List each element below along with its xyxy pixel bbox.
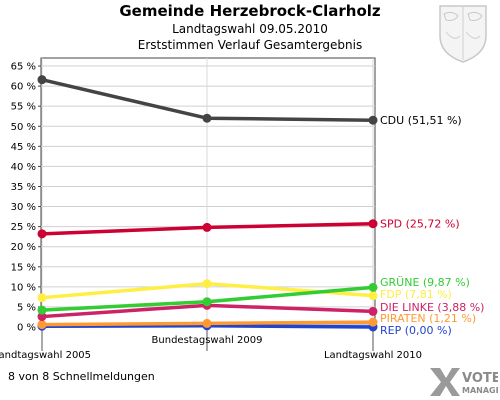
data-point (37, 229, 47, 239)
logo-main-text: VOTE (462, 371, 498, 386)
data-point (368, 115, 378, 125)
data-point (368, 306, 378, 316)
y-tick-label: 35 % (11, 182, 36, 193)
data-point (37, 312, 47, 322)
x-category-label: Landtagswahl 2010 (324, 350, 422, 361)
series-end-label: PIRATEN (1,21 %) (380, 312, 476, 325)
series-end-label: GRÜNE (9,87 %) (380, 276, 470, 289)
data-point (202, 222, 212, 232)
chart-subtitle-secondary: Erststimmen Verlauf Gesamtergebnis (137, 38, 363, 52)
coat-of-arms-icon (439, 5, 487, 63)
y-tick-label: 5 % (17, 302, 36, 313)
data-point (37, 75, 47, 85)
y-tick-label: 40 % (11, 162, 36, 173)
y-tick-label: 50 % (11, 122, 36, 133)
data-point (37, 320, 47, 330)
y-tick-label: 10 % (11, 282, 36, 293)
series-end-label: DIE LINKE (3,88 %) (380, 301, 484, 314)
votemanager-logo: VOTE MANAGER (430, 368, 498, 396)
data-point (202, 318, 212, 328)
data-point (368, 291, 378, 301)
series-end-label: FDP (7,81 %) (380, 288, 452, 301)
y-tick-label: 15 % (11, 262, 36, 273)
data-point (368, 282, 378, 292)
data-point (202, 297, 212, 307)
data-point (368, 317, 378, 327)
y-tick-label: 45 % (11, 142, 36, 153)
data-point (37, 293, 47, 303)
data-point (202, 279, 212, 289)
y-tick-label: 65 % (11, 62, 36, 73)
series-end-label: SPD (25,72 %) (380, 218, 460, 231)
chart-title: Gemeinde Herzebrock-Clarholz (119, 2, 381, 20)
y-tick-label: 60 % (11, 82, 36, 93)
y-tick-label: 25 % (11, 222, 36, 233)
chart-subtitle: Landtagswahl 09.05.2010 (172, 22, 328, 36)
logo-sub-text: MANAGER (462, 386, 498, 395)
series-end-label: REP (0,00 %) (380, 324, 452, 337)
y-tick-label: 55 % (11, 102, 36, 113)
y-tick-label: 20 % (11, 242, 36, 253)
y-tick-label: 30 % (11, 202, 36, 213)
footer-note: 8 von 8 Schnellmeldungen (8, 370, 155, 383)
x-category-label: Landtagswahl 2005 (0, 350, 91, 361)
x-category-label: Bundestagswahl 2009 (152, 335, 263, 346)
y-tick-label: 0 % (17, 323, 36, 334)
data-point (37, 305, 47, 315)
series-end-label: CDU (51,51 %) (380, 114, 462, 127)
data-point (368, 219, 378, 229)
data-point (202, 113, 212, 123)
